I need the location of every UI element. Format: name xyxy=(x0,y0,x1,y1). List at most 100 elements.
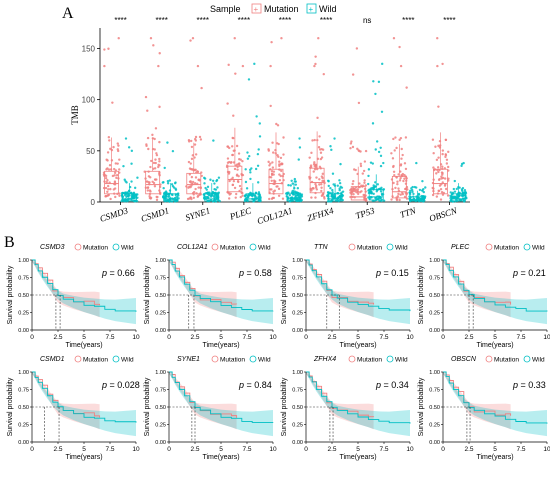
p-value: p = 0.84 xyxy=(238,380,272,390)
point-mutation xyxy=(148,189,152,192)
point-mutation xyxy=(440,177,443,180)
point-wild xyxy=(367,191,371,195)
point-wild xyxy=(168,192,171,195)
x-axis-label: Time(years) xyxy=(476,342,513,349)
point-wild xyxy=(374,181,377,184)
point-wild xyxy=(340,195,344,198)
point-wild xyxy=(253,194,257,197)
point-mutation xyxy=(105,180,108,184)
p-value-number: = 0.15 xyxy=(381,268,409,278)
point-mutation xyxy=(241,194,244,197)
point-mutation xyxy=(227,63,230,67)
point-wild xyxy=(163,166,166,170)
point-mutation xyxy=(364,194,367,197)
point-mutation xyxy=(398,138,401,142)
point-wild xyxy=(290,179,293,182)
point-mutation xyxy=(321,179,324,183)
point-wild xyxy=(244,194,247,197)
point-mutation xyxy=(280,163,284,166)
point-wild xyxy=(336,197,339,201)
point-wild xyxy=(206,196,210,199)
point-wild xyxy=(253,198,256,201)
point-mutation xyxy=(110,148,114,152)
point-mutation xyxy=(187,160,191,164)
point-mutation xyxy=(349,188,352,192)
point-mutation xyxy=(438,139,442,143)
point-mutation xyxy=(225,165,229,169)
point-wild xyxy=(256,181,260,184)
point-mutation xyxy=(309,165,313,169)
x-axis-label: Time(years) xyxy=(476,454,513,461)
point-wild xyxy=(171,149,175,153)
p-value: p = 0.15 xyxy=(375,268,409,278)
p-value: p = 0.21 xyxy=(512,268,546,278)
point-wild xyxy=(297,158,300,161)
point-mutation xyxy=(395,146,398,150)
point-wild xyxy=(211,179,215,182)
point-wild xyxy=(338,195,342,198)
point-mutation xyxy=(278,173,281,176)
point-mutation xyxy=(234,196,237,199)
point-wild xyxy=(126,191,129,194)
point-wild xyxy=(248,154,251,158)
point-mutation xyxy=(390,152,393,155)
point-mutation xyxy=(432,152,435,155)
x-tick-label: 5 xyxy=(219,334,223,341)
y-tick-label: 0.00 xyxy=(292,440,303,446)
point-wild xyxy=(207,199,210,203)
point-mutation xyxy=(443,167,447,170)
point-mutation xyxy=(441,149,445,152)
p-value-symbol: p xyxy=(512,380,518,390)
point-mutation xyxy=(444,155,447,159)
point-wild xyxy=(133,186,137,190)
point-mutation xyxy=(445,158,449,162)
point-mutation xyxy=(228,179,231,183)
point-wild xyxy=(246,151,249,154)
km-curve-wild xyxy=(443,371,548,424)
point-wild xyxy=(127,146,131,149)
point-mutation xyxy=(228,170,231,174)
point-wild xyxy=(341,198,344,202)
point-mutation xyxy=(270,197,274,200)
point-wild xyxy=(380,193,384,197)
point-mutation xyxy=(281,174,285,178)
point-mutation xyxy=(118,158,121,161)
point-mutation xyxy=(313,165,317,168)
x-tick-label: 10 xyxy=(132,446,140,453)
point-wild xyxy=(424,186,427,189)
point-wild xyxy=(462,194,466,197)
point-mutation xyxy=(313,64,316,68)
point-mutation xyxy=(354,186,358,189)
km-curve-wild xyxy=(32,259,137,312)
point-wild xyxy=(460,164,463,168)
point-mutation xyxy=(143,170,146,173)
point-mutation xyxy=(319,167,322,170)
point-mutation xyxy=(196,170,200,174)
point-mutation xyxy=(282,153,285,156)
point-mutation xyxy=(440,175,443,178)
point-mutation xyxy=(397,173,400,176)
point-wild xyxy=(252,200,255,203)
point-mutation xyxy=(363,160,367,163)
point-wild xyxy=(461,197,465,200)
point-wild xyxy=(244,197,247,201)
point-mutation xyxy=(395,175,398,179)
point-wild xyxy=(336,184,339,187)
point-mutation xyxy=(189,162,192,165)
point-mutation xyxy=(432,187,435,190)
point-mutation xyxy=(313,161,316,164)
point-mutation xyxy=(318,178,321,181)
gene-label: CSMD1 xyxy=(40,356,65,363)
point-mutation xyxy=(102,173,106,176)
point-mutation xyxy=(432,189,435,193)
point-mutation xyxy=(363,179,366,182)
point-wild xyxy=(133,199,137,203)
legend-key-mutation xyxy=(211,355,219,363)
legend-label-wild: Wild xyxy=(395,357,408,364)
point-mutation xyxy=(277,194,281,197)
point-wild xyxy=(174,200,177,203)
point-mutation xyxy=(313,168,317,171)
point-mutation xyxy=(194,176,198,179)
y-tick-label: 1.00 xyxy=(429,370,440,376)
point-mutation xyxy=(109,187,112,191)
